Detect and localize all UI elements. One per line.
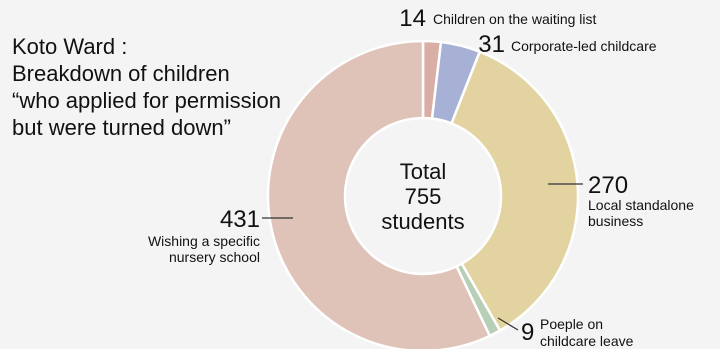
slice-category-label-1-0: Corporate-led childcare [511,38,657,54]
slice-value-label-2: 270 [588,172,628,199]
donut-slice-4 [266,39,492,349]
title-line-4: but were turned down” [12,115,231,140]
center-total-unit: students [381,209,465,234]
center-total-value: 755 [404,184,442,209]
slice-category-label-3-0: Poeple on [540,316,603,332]
slice-value-label-3: 9 [521,319,534,346]
slice-category-label-0-0: Children on the waiting list [433,11,597,27]
chart-title: Koto Ward : Breakdown of children “who a… [12,33,281,141]
title-line-2: Breakdown of children [12,61,230,86]
slice-category-label-2-0: Local standalone [588,197,694,213]
title-line-3: “who applied for permission [12,88,282,113]
slice-value-label-4: 431 [220,206,260,233]
donut-slice-2 [449,50,580,333]
leader-line-3 [497,317,519,331]
slice-value-label-1: 31 [478,31,505,58]
slice-category-label-3-1: childcare leave [540,333,634,349]
center-total-label: Total [399,159,447,184]
title-line-1: Koto Ward : [12,34,128,59]
slice-category-label-4-1: nursery school [169,249,260,265]
slice-category-label-2-1: business [588,213,643,229]
slice-value-label-0: 14 [399,5,426,32]
slice-category-label-4-0: Wishing a specific [148,233,260,249]
